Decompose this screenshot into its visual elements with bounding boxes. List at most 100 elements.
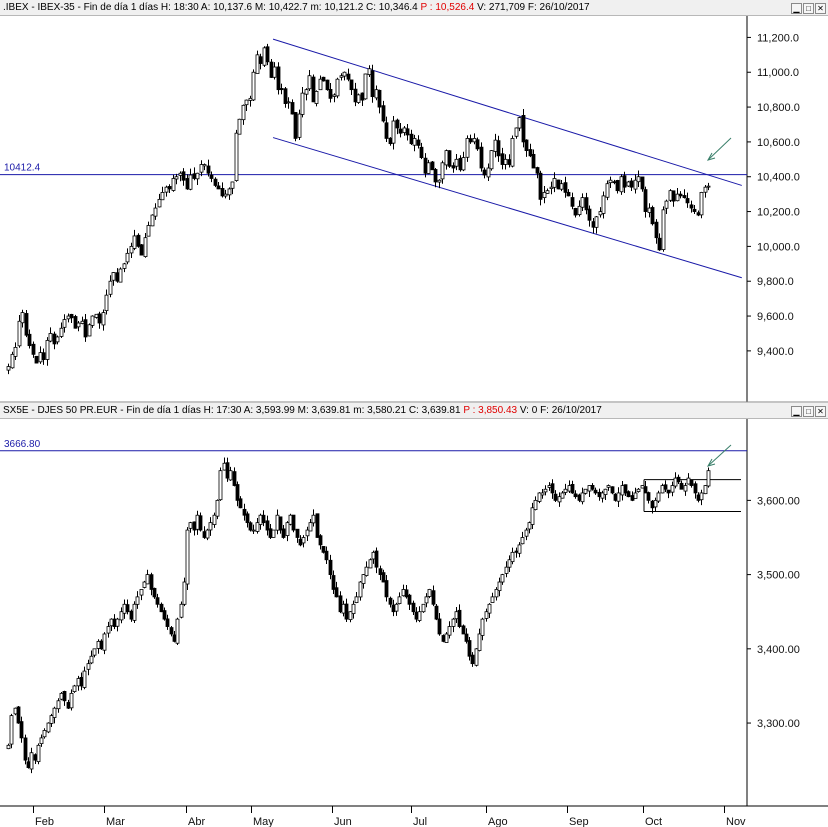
sx5e-candle[interactable] bbox=[640, 485, 645, 489]
sx5e-candle[interactable] bbox=[457, 604, 462, 629]
sx5e-candle[interactable] bbox=[364, 561, 369, 577]
sx5e-candle[interactable] bbox=[590, 483, 595, 491]
sx5e-candle[interactable] bbox=[368, 558, 373, 569]
ibex-candle[interactable] bbox=[181, 168, 186, 186]
close-icon[interactable]: ✕ bbox=[815, 3, 826, 14]
sx5e-candle[interactable] bbox=[567, 480, 572, 494]
sx5e-candle[interactable] bbox=[222, 457, 227, 471]
sx5e-candle[interactable] bbox=[265, 515, 270, 536]
sx5e-candle[interactable] bbox=[361, 574, 366, 589]
ibex-candle[interactable] bbox=[412, 134, 417, 152]
ibex-candle[interactable] bbox=[706, 182, 711, 191]
ibex-candle[interactable] bbox=[143, 232, 148, 258]
sx5e-candle[interactable] bbox=[527, 521, 532, 534]
ibex-candle[interactable] bbox=[668, 189, 673, 203]
ibex-candle[interactable] bbox=[139, 243, 144, 256]
ibex-candle[interactable] bbox=[237, 118, 242, 135]
ibex-candle[interactable] bbox=[216, 181, 221, 190]
ibex-candle[interactable] bbox=[94, 313, 99, 319]
ibex-candle[interactable] bbox=[255, 50, 260, 74]
ibex-candle[interactable] bbox=[594, 215, 599, 234]
ibex-candle[interactable] bbox=[577, 200, 582, 217]
ibex-candle[interactable] bbox=[451, 162, 456, 173]
sx5e-candle[interactable] bbox=[557, 492, 562, 507]
sx5e-candle[interactable] bbox=[132, 601, 137, 623]
sx5e-candle[interactable] bbox=[165, 614, 170, 630]
sx5e-candle[interactable] bbox=[706, 467, 711, 488]
sx5e-candle[interactable] bbox=[135, 591, 140, 609]
ibex-candle[interactable] bbox=[402, 126, 407, 136]
ibex-candle[interactable] bbox=[640, 176, 645, 192]
ibex-candle[interactable] bbox=[241, 104, 246, 125]
sx5e-candle[interactable] bbox=[670, 481, 675, 497]
sx5e-candle[interactable] bbox=[301, 535, 306, 548]
sx5e-candle[interactable] bbox=[371, 550, 376, 564]
sx5e-candle[interactable] bbox=[504, 561, 509, 578]
ibex-candle[interactable] bbox=[13, 342, 18, 361]
ibex-candle[interactable] bbox=[647, 203, 652, 218]
sx5e-candle[interactable] bbox=[218, 467, 223, 501]
sx5e-candle[interactable] bbox=[16, 706, 21, 724]
ibex-candle[interactable] bbox=[136, 233, 141, 248]
ibex-candle[interactable] bbox=[122, 262, 127, 273]
ibex-candle[interactable] bbox=[377, 89, 382, 114]
ibex-candle[interactable] bbox=[171, 174, 176, 192]
sx5e-candle[interactable] bbox=[600, 490, 605, 503]
ibex-candle[interactable] bbox=[66, 313, 71, 323]
ibex-candle[interactable] bbox=[587, 205, 592, 227]
sx5e-candle[interactable] bbox=[275, 509, 280, 535]
sx5e-candle[interactable] bbox=[660, 483, 665, 494]
ibex-candle[interactable] bbox=[258, 53, 263, 70]
sx5e-candle[interactable] bbox=[162, 607, 167, 621]
ibex-candle[interactable] bbox=[430, 161, 435, 171]
ibex-candle[interactable] bbox=[325, 79, 330, 91]
ibex-candle[interactable] bbox=[409, 129, 414, 146]
sx5e-candle[interactable] bbox=[686, 473, 691, 485]
sx5e-candle[interactable] bbox=[397, 592, 402, 605]
ibex-candle[interactable] bbox=[696, 210, 701, 217]
ibex-candle[interactable] bbox=[461, 151, 466, 172]
ibex-candle[interactable] bbox=[52, 331, 57, 350]
ibex-candle[interactable] bbox=[615, 179, 620, 194]
ibex-candle[interactable] bbox=[531, 149, 536, 169]
sx5e-candle[interactable] bbox=[643, 480, 648, 494]
sx5e-candle[interactable] bbox=[593, 487, 598, 495]
sx5e-candle[interactable] bbox=[603, 488, 608, 500]
ibex-candle[interactable] bbox=[276, 62, 281, 95]
sx5e-candle[interactable] bbox=[444, 631, 449, 644]
sx5e-candle[interactable] bbox=[115, 617, 120, 632]
ibex-candle[interactable] bbox=[521, 109, 526, 148]
ibex-candle[interactable] bbox=[209, 171, 214, 183]
sx5e-candle[interactable] bbox=[407, 593, 412, 611]
sx5e-candle[interactable] bbox=[62, 690, 67, 706]
sx5e-candle[interactable] bbox=[477, 628, 482, 652]
ibex-candle[interactable] bbox=[332, 93, 337, 103]
ibex-candle[interactable] bbox=[468, 134, 473, 144]
ibex-candle[interactable] bbox=[346, 68, 351, 82]
ibex-candle[interactable] bbox=[566, 189, 571, 197]
sx5e-candle[interactable] bbox=[281, 524, 286, 539]
sx5e-candle[interactable] bbox=[9, 713, 14, 749]
ibex-candle[interactable] bbox=[349, 79, 354, 96]
ibex-candle[interactable] bbox=[626, 180, 631, 187]
sx5e-candle[interactable] bbox=[540, 488, 545, 499]
sx5e-candle[interactable] bbox=[524, 527, 529, 541]
sx5e-candle[interactable] bbox=[703, 485, 708, 495]
sx5e-candle[interactable] bbox=[36, 743, 41, 765]
sx5e-candle[interactable] bbox=[537, 492, 542, 504]
ibex-candle[interactable] bbox=[262, 46, 267, 67]
sx5e-candle[interactable] bbox=[378, 565, 383, 581]
sx5e-candle[interactable] bbox=[56, 698, 61, 713]
ibex-candle[interactable] bbox=[132, 229, 137, 251]
ibex-candle[interactable] bbox=[97, 311, 102, 329]
sx5e-candle[interactable] bbox=[291, 514, 296, 533]
sx5e-candle[interactable] bbox=[169, 625, 174, 637]
sx5e-candle[interactable] bbox=[232, 467, 237, 487]
ibex-candle[interactable] bbox=[447, 150, 452, 168]
ibex-candle[interactable] bbox=[90, 315, 95, 328]
ibex-candle[interactable] bbox=[83, 313, 88, 342]
ibex-candle[interactable] bbox=[213, 177, 218, 188]
ibex-candle[interactable] bbox=[290, 99, 295, 115]
ibex-candle[interactable] bbox=[570, 192, 575, 210]
sx5e-candle[interactable] bbox=[185, 527, 190, 590]
